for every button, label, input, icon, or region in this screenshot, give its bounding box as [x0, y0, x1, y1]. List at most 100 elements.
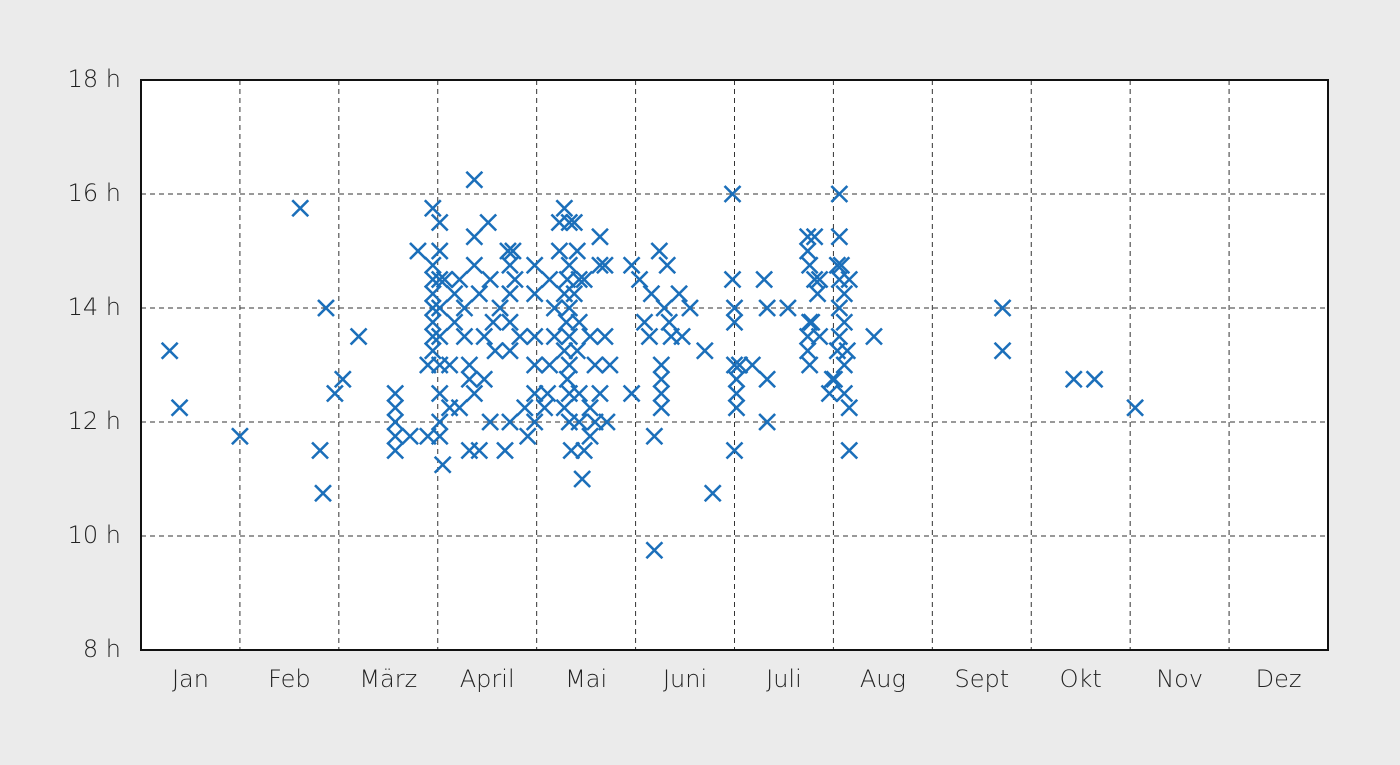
point: [727, 398, 746, 417]
point: [670, 284, 689, 303]
y-tick-label: 14 h: [68, 293, 121, 321]
point: [560, 327, 579, 346]
point: [525, 327, 544, 346]
point: [570, 384, 589, 403]
point: [423, 284, 442, 303]
point: [565, 284, 584, 303]
point: [823, 370, 842, 389]
point: [557, 313, 576, 332]
point: [510, 327, 529, 346]
marks: [160, 170, 1145, 560]
point: [570, 313, 589, 332]
point: [555, 341, 574, 360]
point: [591, 227, 609, 246]
point: [430, 327, 449, 346]
point: [430, 413, 449, 431]
point: [423, 256, 442, 275]
point: [660, 313, 679, 332]
point: [430, 242, 449, 260]
point: [652, 370, 671, 389]
point: [540, 270, 559, 289]
point: [805, 227, 824, 246]
point: [681, 299, 699, 317]
point: [581, 327, 600, 346]
point: [802, 313, 821, 332]
point: [810, 327, 829, 346]
point: [993, 341, 1012, 360]
point: [314, 484, 332, 503]
point: [755, 270, 774, 289]
point: [743, 356, 762, 374]
point: [635, 313, 654, 332]
point: [538, 384, 557, 403]
point: [525, 384, 544, 403]
point: [430, 427, 449, 446]
point: [830, 299, 849, 317]
point: [575, 441, 594, 460]
point: [568, 242, 587, 260]
point: [470, 284, 489, 303]
point: [170, 398, 189, 417]
point: [481, 270, 500, 289]
point: [423, 299, 442, 317]
point: [727, 370, 746, 389]
x-tick-label: Jan: [172, 665, 209, 693]
y-tick-label: 12 h: [68, 407, 121, 435]
point: [568, 341, 587, 360]
x-tick-label: Sept: [954, 665, 1009, 693]
point: [460, 370, 479, 389]
point: [560, 213, 579, 232]
point: [525, 284, 544, 303]
labels: 8 h 10 h 12 h 14 h 16 h 18 h Jan Feb März April Ma…: [68, 65, 1302, 693]
point: [642, 284, 661, 303]
y-tick-label: 10 h: [68, 521, 121, 549]
point: [723, 185, 742, 203]
point: [865, 327, 883, 346]
point: [525, 356, 544, 374]
x-tick-label: Juni: [663, 665, 707, 693]
point: [695, 341, 714, 360]
point: [423, 313, 442, 332]
point: [835, 384, 854, 403]
point: [630, 270, 649, 289]
point: [465, 227, 484, 246]
point: [622, 256, 641, 275]
x-tick-label: Nov: [1156, 665, 1203, 693]
point: [703, 484, 722, 503]
point: [540, 356, 559, 374]
point: [311, 441, 329, 460]
point: [479, 213, 498, 232]
point: [499, 242, 517, 260]
point: [1126, 398, 1145, 417]
point: [433, 455, 452, 474]
point: [560, 356, 579, 374]
point: [555, 398, 574, 417]
point: [501, 284, 519, 303]
point: [595, 256, 614, 275]
point: [778, 299, 797, 317]
point: [830, 185, 849, 203]
point: [501, 341, 519, 360]
point: [600, 356, 619, 374]
point: [725, 356, 744, 374]
point: [450, 270, 469, 289]
point: [658, 256, 677, 275]
point: [758, 370, 777, 389]
point: [460, 356, 479, 374]
point: [798, 227, 817, 246]
point: [455, 327, 474, 346]
x-tick-label: Feb: [268, 665, 311, 693]
point: [445, 313, 464, 332]
point: [386, 413, 405, 431]
point: [440, 356, 459, 374]
point: [484, 313, 503, 332]
point: [591, 256, 609, 275]
point: [730, 356, 749, 374]
point: [325, 384, 344, 403]
point: [545, 327, 564, 346]
point: [525, 413, 544, 431]
point: [475, 370, 494, 389]
point: [835, 284, 854, 303]
point: [291, 199, 310, 218]
